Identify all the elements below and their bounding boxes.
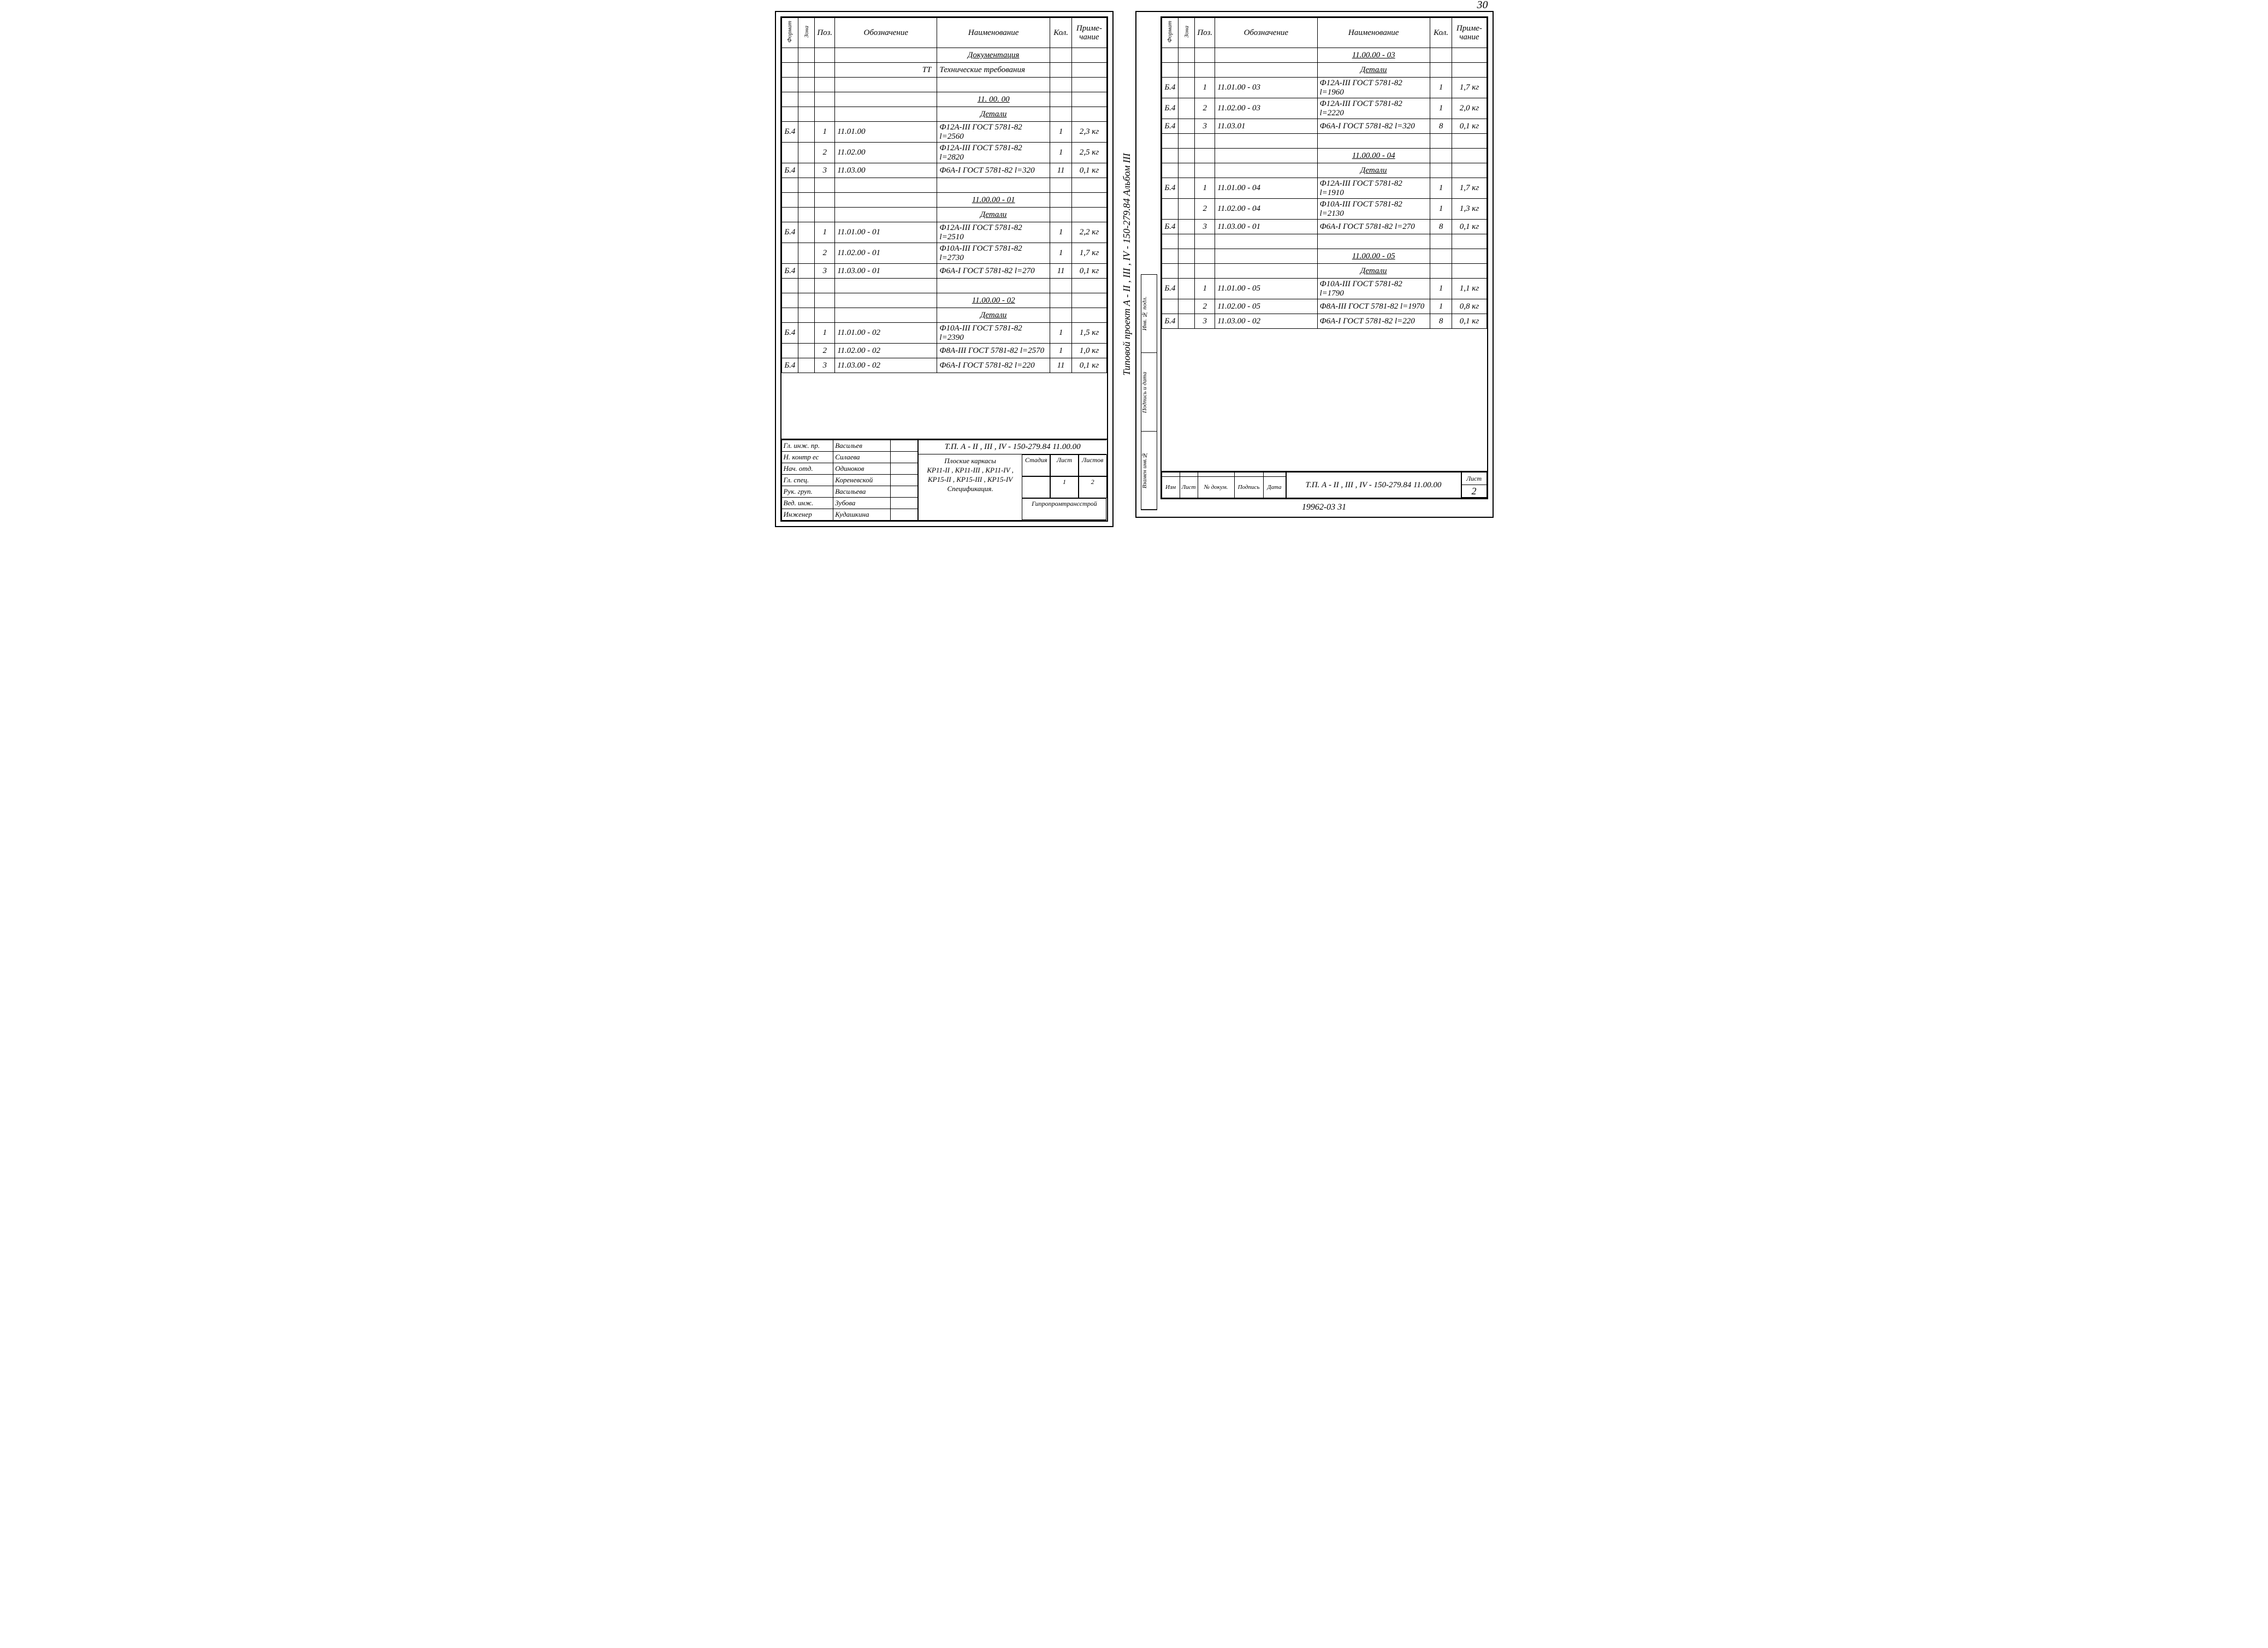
footer-code: 19962-03 31 bbox=[1160, 503, 1488, 512]
table-row: Б.4311.03.00 - 02Ф6А-I ГОСТ 5781-82 l=22… bbox=[1162, 314, 1487, 329]
col-zone: Зона bbox=[1183, 26, 1190, 38]
table-row: Детали bbox=[1162, 163, 1487, 178]
two-page-spread: Формат Зона Поз. Обозначение Наименовани… bbox=[11, 11, 2257, 527]
col-zone: Зона bbox=[803, 26, 810, 38]
table-row: Б.4311.03.01Ф6А-I ГОСТ 5781-82 l=32080,1… bbox=[1162, 119, 1487, 134]
table-row: Б.4111.01.00 - 04Ф12А-III ГОСТ 5781-82 l… bbox=[1162, 178, 1487, 199]
drawing-code: Т.П. А - II , III , IV - 150-279.84 11.0… bbox=[918, 440, 1107, 454]
list-label: Лист bbox=[1462, 472, 1487, 485]
table-row: Б.4111.01.00 - 01Ф12А-III ГОСТ 5781-82 l… bbox=[781, 222, 1106, 243]
left-spec-table: Формат Зона Поз. Обозначение Наименовани… bbox=[781, 17, 1107, 373]
listov-label: Листов bbox=[1079, 454, 1107, 476]
left-page: Формат Зона Поз. Обозначение Наименовани… bbox=[775, 11, 1114, 527]
table-row: 11.00.00 - 05 bbox=[1162, 249, 1487, 264]
project-side-label: Типовой проект А - II , III , IV - 150-2… bbox=[1121, 153, 1133, 375]
left-title-block: Гл. инж. пр.ВасильевН. контр есСилаеваНа… bbox=[781, 439, 1107, 521]
table-row: Б.4211.02.00 - 03Ф12А-III ГОСТ 5781-82 l… bbox=[1162, 98, 1487, 119]
table-row: 11. 00. 00 bbox=[781, 92, 1106, 107]
col-kol: Кол. bbox=[1053, 28, 1068, 37]
table-row: Б.4311.03.00 - 01Ф6А-I ГОСТ 5781-82 l=27… bbox=[1162, 220, 1487, 234]
table-row: 211.02.00 - 05Ф8А-III ГОСТ 5781-82 l=197… bbox=[1162, 299, 1487, 314]
col-pos: Поз. bbox=[1197, 28, 1212, 37]
table-row: 11.00.00 - 01 bbox=[781, 193, 1106, 208]
right-page: 30 Типовой проект А - II , III , IV - 15… bbox=[1135, 11, 1494, 518]
signature-row: Н. контр есСилаева bbox=[781, 452, 917, 463]
col-oboz: Обозначение bbox=[864, 28, 909, 37]
col-naim: Наименование bbox=[968, 28, 1019, 37]
drawing-description: Плоские каркасыКР11-II , КР11-III , КР11… bbox=[919, 454, 1022, 520]
table-row: 211.02.00Ф12А-III ГОСТ 5781-82 l=282012,… bbox=[781, 143, 1106, 163]
stadia-label: Стадия bbox=[1022, 454, 1050, 476]
table-row: Детали bbox=[1162, 264, 1487, 279]
side-inventory-cell: Взамен инв.№ bbox=[1141, 432, 1157, 510]
col-prim: Приме-чание bbox=[1456, 24, 1482, 42]
revision-table: ИзмЛист№ докум.ПодписьДата bbox=[1162, 472, 1286, 498]
table-row: 11.00.00 - 03 bbox=[1162, 48, 1487, 63]
col-naim: Наименование bbox=[1348, 28, 1399, 37]
col-oboz: Обозначение bbox=[1244, 28, 1289, 37]
list-number: 2 bbox=[1462, 485, 1487, 498]
table-row: 211.02.00 - 04Ф10А-III ГОСТ 5781-82 l=21… bbox=[1162, 199, 1487, 220]
signature-row: Гл. инж. пр.Васильев bbox=[781, 440, 917, 452]
table-row bbox=[781, 279, 1106, 293]
col-pos: Поз. bbox=[817, 28, 832, 37]
page-number: 30 bbox=[1477, 0, 1488, 11]
side-inventory-cell: Инв. № подл. bbox=[1141, 275, 1157, 353]
table-row bbox=[1162, 234, 1487, 249]
side-inventory-cell: Подпись и дата bbox=[1141, 353, 1157, 432]
drawing-code: Т.П. А - II , III , IV - 150-279.84 11.0… bbox=[1286, 472, 1461, 498]
col-format: Формат bbox=[786, 21, 793, 43]
table-header-row: Формат Зона Поз. Обозначение Наименовани… bbox=[781, 18, 1106, 48]
table-row: 211.02.00 - 02Ф8А-III ГОСТ 5781-82 l=257… bbox=[781, 344, 1106, 358]
signatures-table: Гл. инж. пр.ВасильевН. контр есСилаеваНа… bbox=[781, 440, 918, 521]
signature-row: Вед. инж.Зубова bbox=[781, 498, 917, 509]
table-row: Б.4111.01.00 - 05Ф10А-III ГОСТ 5781-82 l… bbox=[1162, 279, 1487, 299]
col-prim: Приме-чание bbox=[1076, 24, 1102, 42]
signature-row: ИнженерКудашкина bbox=[781, 509, 917, 521]
table-header-row: Формат Зона Поз. Обозначение Наименовани… bbox=[1162, 18, 1487, 48]
table-row bbox=[1162, 134, 1487, 149]
right-title-block: ИзмЛист№ докум.ПодписьДата Т.П. А - II ,… bbox=[1162, 471, 1487, 498]
table-row: 11.00.00 - 02 bbox=[781, 293, 1106, 308]
signature-row: Гл. спец.Кореневской bbox=[781, 475, 917, 486]
table-row: Детали bbox=[781, 107, 1106, 122]
table-row: Б.4311.03.00Ф6А-I ГОСТ 5781-82 l=320110,… bbox=[781, 163, 1106, 178]
col-kol: Кол. bbox=[1434, 28, 1448, 37]
col-format: Формат bbox=[1166, 21, 1173, 43]
table-row: Б.4111.01.00Ф12А-III ГОСТ 5781-82 l=2560… bbox=[781, 122, 1106, 143]
listov-value: 2 bbox=[1079, 476, 1107, 498]
table-row: Б.4311.03.00 - 01Ф6А-I ГОСТ 5781-82 l=27… bbox=[781, 264, 1106, 279]
right-spec-table: Формат Зона Поз. Обозначение Наименовани… bbox=[1162, 17, 1487, 329]
table-row: Б.4111.01.00 - 03Ф12А-III ГОСТ 5781-82 l… bbox=[1162, 78, 1487, 98]
side-inventory-column: Инв. № подл.Подпись и датаВзамен инв.№ bbox=[1141, 274, 1157, 510]
table-row: Детали bbox=[781, 308, 1106, 323]
table-row bbox=[781, 178, 1106, 193]
table-row: Документация bbox=[781, 48, 1106, 63]
table-row: 11.00.00 - 04 bbox=[1162, 149, 1487, 163]
table-row: 211.02.00 - 01Ф10А-III ГОСТ 5781-82 l=27… bbox=[781, 243, 1106, 264]
table-row: Детали bbox=[1162, 63, 1487, 78]
signature-row: Рук. груп.Васильева bbox=[781, 486, 917, 498]
table-row: Детали bbox=[781, 208, 1106, 222]
table-row bbox=[781, 78, 1106, 92]
table-row: Б.4311.03.00 - 02Ф6А-I ГОСТ 5781-82 l=22… bbox=[781, 358, 1106, 373]
list-label: Лист bbox=[1050, 454, 1079, 476]
table-row: Б.4111.01.00 - 02Ф10А-III ГОСТ 5781-82 l… bbox=[781, 323, 1106, 344]
list-value: 1 bbox=[1050, 476, 1079, 498]
signature-row: Нач. отд.Одиноков bbox=[781, 463, 917, 475]
stadia-value bbox=[1022, 476, 1050, 498]
organization: Гипропромтрансстрой bbox=[1022, 498, 1106, 520]
table-row: ТТТехнические требования bbox=[781, 63, 1106, 78]
